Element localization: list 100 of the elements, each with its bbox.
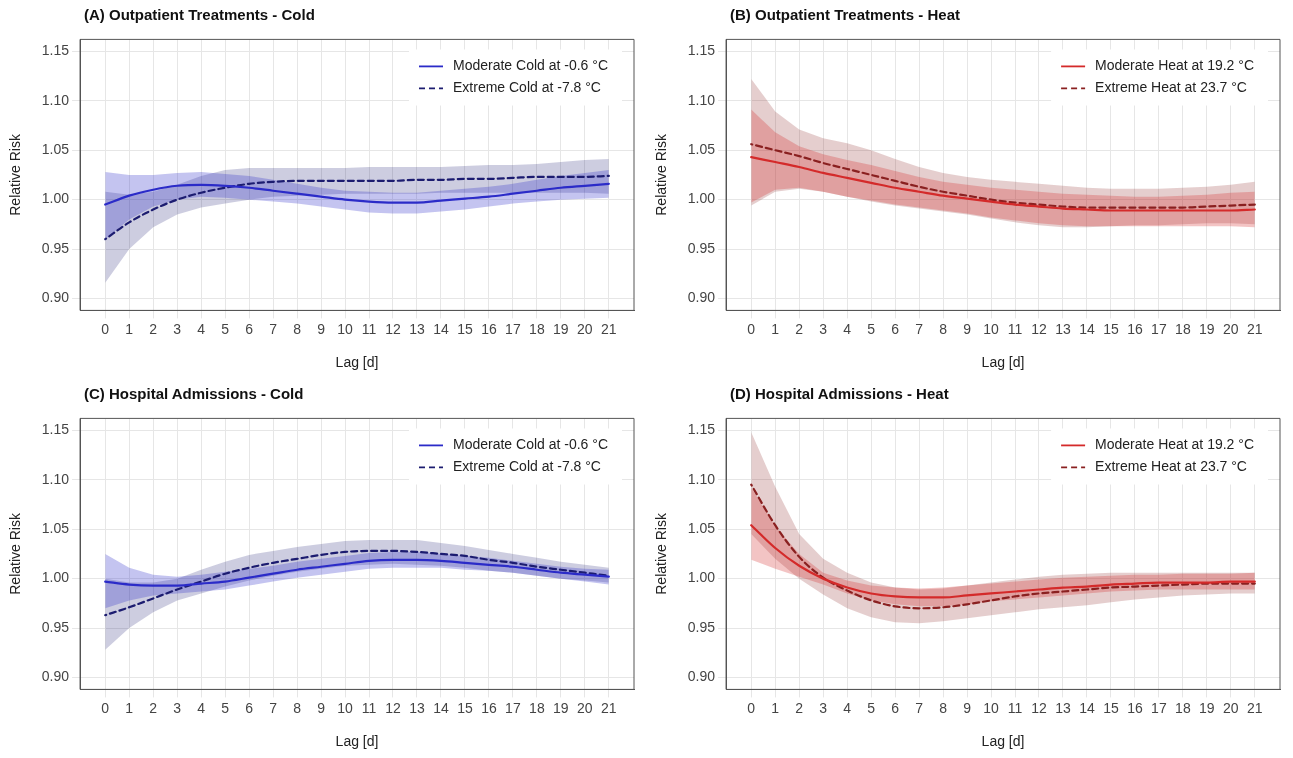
y-axis-title: Relative Risk bbox=[7, 512, 24, 595]
x-tick-label: 0 bbox=[747, 320, 756, 337]
x-tick-label: 10 bbox=[337, 699, 354, 716]
x-tick-label: 13 bbox=[1055, 699, 1071, 716]
x-tick-label: 14 bbox=[433, 320, 449, 337]
legend-label: Extreme Heat at 23.7 °C bbox=[1095, 79, 1247, 96]
x-tick-label: 10 bbox=[983, 320, 1000, 337]
x-tick-label: 17 bbox=[1151, 699, 1167, 716]
x-tick-label: 6 bbox=[891, 699, 900, 716]
y-tick-label: 1.15 bbox=[41, 421, 70, 438]
x-tick-label: 12 bbox=[1031, 320, 1047, 337]
chart-title: (B) Outpatient Treatments - Heat bbox=[730, 6, 961, 23]
x-tick-label: 19 bbox=[553, 699, 569, 716]
chart-title: (A) Outpatient Treatments - Cold bbox=[84, 6, 315, 23]
x-axis-title: Lag [d] bbox=[981, 733, 1025, 750]
x-tick-label: 4 bbox=[197, 699, 206, 716]
x-tick-label: 8 bbox=[293, 320, 302, 337]
x-tick-label: 14 bbox=[1079, 699, 1095, 716]
x-tick-label: 21 bbox=[601, 699, 617, 716]
y-tick-label: 1.00 bbox=[687, 569, 716, 586]
y-tick-label: 1.10 bbox=[687, 470, 716, 487]
y-tick-label: 0.95 bbox=[41, 618, 70, 635]
x-tick-label: 13 bbox=[1055, 320, 1071, 337]
x-tick-label: 5 bbox=[221, 699, 230, 716]
x-tick-label: 1 bbox=[125, 699, 134, 716]
y-tick-label: 0.95 bbox=[687, 618, 716, 635]
y-tick-label: 0.90 bbox=[687, 289, 716, 306]
x-tick-label: 18 bbox=[1175, 320, 1191, 337]
x-tick-label: 18 bbox=[529, 699, 545, 716]
x-tick-label: 12 bbox=[385, 320, 401, 337]
line-series bbox=[104, 182, 610, 206]
x-tick-label: 20 bbox=[577, 320, 593, 337]
y-tick-label: 1.10 bbox=[687, 91, 716, 108]
x-tick-label: 7 bbox=[269, 699, 278, 716]
x-tick-label: 12 bbox=[1031, 699, 1047, 716]
x-tick-label: 11 bbox=[361, 699, 377, 716]
x-tick-label: 21 bbox=[1247, 320, 1263, 337]
y-tick-label: 1.05 bbox=[687, 520, 716, 537]
x-axis-title: Lag [d] bbox=[335, 354, 379, 371]
x-tick-label: 17 bbox=[505, 320, 521, 337]
y-tick-label: 0.95 bbox=[41, 239, 70, 256]
x-tick-label: 15 bbox=[1103, 699, 1119, 716]
x-tick-label: 7 bbox=[269, 320, 278, 337]
x-tick-label: 8 bbox=[939, 320, 948, 337]
x-tick-label: 10 bbox=[337, 320, 354, 337]
x-tick-label: 14 bbox=[433, 699, 449, 716]
y-axis-title: Relative Risk bbox=[7, 133, 24, 216]
x-tick-label: 2 bbox=[795, 320, 804, 337]
line-series bbox=[104, 558, 610, 587]
chart-title: (D) Hospital Admissions - Heat bbox=[730, 385, 949, 402]
x-tick-label: 2 bbox=[149, 699, 158, 716]
x-tick-label: 5 bbox=[867, 699, 876, 716]
x-tick-label: 8 bbox=[939, 699, 948, 716]
legend-label: Moderate Cold at -0.6 °C bbox=[453, 436, 609, 453]
x-tick-label: 16 bbox=[1127, 320, 1143, 337]
x-tick-label: 1 bbox=[771, 699, 780, 716]
line-series bbox=[750, 524, 1256, 599]
x-tick-label: 7 bbox=[915, 320, 924, 337]
x-tick-label: 21 bbox=[1247, 699, 1263, 716]
x-tick-label: 4 bbox=[197, 320, 206, 337]
x-tick-label: 20 bbox=[1223, 699, 1239, 716]
y-axis-title: Relative Risk bbox=[653, 512, 670, 595]
x-axis-title: Lag [d] bbox=[981, 354, 1025, 371]
y-axis-title: Relative Risk bbox=[653, 133, 670, 216]
y-tick-label: 1.05 bbox=[687, 141, 716, 158]
y-tick-label: 1.05 bbox=[41, 141, 70, 158]
x-tick-label: 20 bbox=[577, 699, 593, 716]
legend-label: Extreme Cold at -7.8 °C bbox=[453, 79, 601, 96]
x-tick-label: 17 bbox=[505, 699, 521, 716]
x-tick-label: 11 bbox=[361, 320, 377, 337]
x-tick-label: 9 bbox=[317, 320, 326, 337]
y-tick-label: 0.90 bbox=[41, 668, 70, 685]
x-tick-label: 12 bbox=[385, 699, 401, 716]
x-tick-label: 19 bbox=[553, 320, 569, 337]
x-tick-label: 2 bbox=[795, 699, 804, 716]
legend-label: Moderate Heat at 19.2 °C bbox=[1095, 436, 1255, 453]
y-tick-label: 1.15 bbox=[687, 421, 716, 438]
x-tick-label: 19 bbox=[1199, 699, 1215, 716]
x-tick-label: 16 bbox=[481, 320, 497, 337]
x-tick-label: 0 bbox=[747, 699, 756, 716]
x-tick-label: 6 bbox=[891, 320, 900, 337]
x-tick-label: 10 bbox=[983, 699, 1000, 716]
line-series bbox=[750, 156, 1256, 212]
x-tick-label: 4 bbox=[843, 320, 852, 337]
x-tick-label: 1 bbox=[771, 320, 780, 337]
x-tick-label: 14 bbox=[1079, 320, 1095, 337]
x-tick-label: 11 bbox=[1007, 320, 1023, 337]
x-tick-label: 4 bbox=[843, 699, 852, 716]
x-tick-label: 3 bbox=[819, 320, 828, 337]
x-tick-label: 18 bbox=[1175, 699, 1191, 716]
x-tick-label: 9 bbox=[963, 320, 972, 337]
x-tick-label: 16 bbox=[481, 699, 497, 716]
y-tick-label: 1.15 bbox=[687, 42, 716, 59]
x-tick-label: 0 bbox=[101, 320, 110, 337]
legend-label: Extreme Cold at -7.8 °C bbox=[453, 458, 601, 475]
y-tick-label: 0.95 bbox=[687, 239, 716, 256]
x-tick-label: 18 bbox=[529, 320, 545, 337]
x-tick-label: 6 bbox=[245, 320, 254, 337]
y-tick-label: 1.00 bbox=[41, 569, 70, 586]
y-tick-label: 1.15 bbox=[41, 42, 70, 59]
